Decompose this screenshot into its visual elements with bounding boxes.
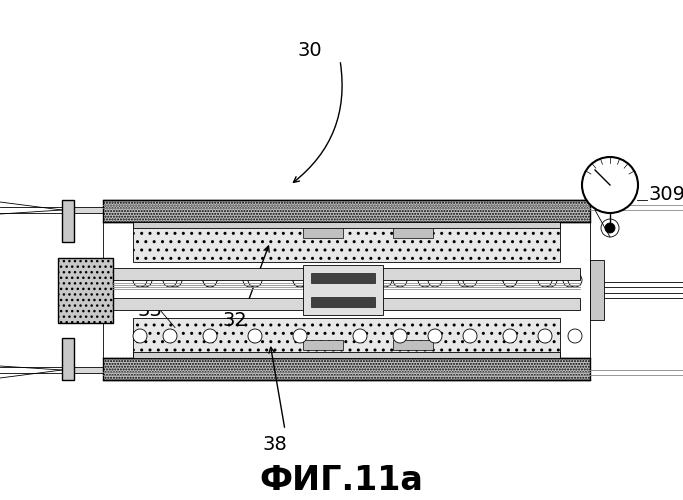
- Circle shape: [243, 273, 257, 287]
- Circle shape: [203, 273, 217, 287]
- Circle shape: [503, 329, 517, 343]
- Bar: [133, 222, 560, 262]
- Bar: [133, 222, 560, 228]
- Circle shape: [248, 273, 262, 287]
- Circle shape: [353, 329, 367, 343]
- Circle shape: [568, 273, 582, 287]
- Circle shape: [293, 329, 307, 343]
- Circle shape: [503, 273, 517, 287]
- Circle shape: [605, 223, 615, 233]
- Circle shape: [163, 329, 177, 343]
- Circle shape: [393, 329, 407, 343]
- Circle shape: [168, 273, 182, 287]
- Text: 38: 38: [263, 436, 288, 454]
- Circle shape: [428, 273, 442, 287]
- Circle shape: [458, 273, 472, 287]
- Bar: [113, 298, 580, 310]
- Circle shape: [463, 273, 477, 287]
- Bar: [303, 265, 383, 315]
- Text: 30: 30: [298, 40, 322, 60]
- Circle shape: [133, 273, 147, 287]
- Circle shape: [568, 329, 582, 343]
- Circle shape: [463, 329, 477, 343]
- Bar: [62, 367, 103, 373]
- Bar: [133, 352, 560, 358]
- Bar: [103, 200, 590, 222]
- Circle shape: [338, 273, 352, 287]
- Text: 33: 33: [138, 300, 163, 320]
- Circle shape: [538, 273, 552, 287]
- Bar: [113, 268, 580, 280]
- Bar: [311, 273, 375, 283]
- Circle shape: [248, 329, 262, 343]
- Circle shape: [378, 273, 392, 287]
- Circle shape: [582, 157, 638, 213]
- Circle shape: [503, 273, 517, 287]
- Bar: [62, 200, 74, 242]
- Bar: [393, 228, 433, 238]
- Circle shape: [203, 329, 217, 343]
- Bar: [133, 318, 560, 358]
- Bar: [62, 338, 74, 380]
- Circle shape: [203, 273, 217, 287]
- Circle shape: [133, 329, 147, 343]
- Text: 309: 309: [648, 186, 683, 204]
- Bar: [62, 207, 103, 213]
- Circle shape: [538, 329, 552, 343]
- Bar: [58, 258, 113, 322]
- Text: 32: 32: [223, 310, 247, 330]
- Circle shape: [543, 273, 557, 287]
- Circle shape: [293, 273, 307, 287]
- Bar: [303, 228, 343, 238]
- Circle shape: [428, 329, 442, 343]
- Text: ФИГ.11а: ФИГ.11а: [259, 464, 423, 496]
- Circle shape: [353, 273, 367, 287]
- Bar: [103, 222, 590, 358]
- Bar: [303, 340, 343, 350]
- Bar: [590, 260, 604, 320]
- Bar: [393, 340, 433, 350]
- Circle shape: [293, 273, 307, 287]
- Circle shape: [563, 273, 577, 287]
- Bar: [311, 297, 375, 307]
- Circle shape: [138, 273, 152, 287]
- Circle shape: [163, 273, 177, 287]
- Circle shape: [393, 273, 407, 287]
- Bar: [103, 358, 590, 380]
- Circle shape: [418, 273, 432, 287]
